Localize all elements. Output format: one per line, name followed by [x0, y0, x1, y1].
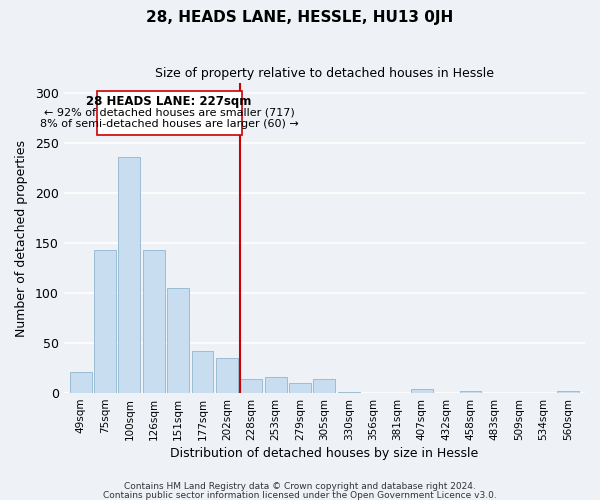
Bar [143, 250, 165, 393]
Bar [289, 383, 311, 393]
Bar [411, 389, 433, 393]
Text: 28, HEADS LANE, HESSLE, HU13 0JH: 28, HEADS LANE, HESSLE, HU13 0JH [146, 10, 454, 25]
Text: Contains HM Land Registry data © Crown copyright and database right 2024.: Contains HM Land Registry data © Crown c… [124, 482, 476, 491]
Bar [70, 372, 92, 393]
Y-axis label: Number of detached properties: Number of detached properties [15, 140, 28, 336]
Bar [265, 377, 287, 393]
Bar [240, 379, 262, 393]
Bar [191, 351, 214, 393]
Bar [557, 391, 579, 393]
Title: Size of property relative to detached houses in Hessle: Size of property relative to detached ho… [155, 68, 494, 80]
Bar [94, 250, 116, 393]
X-axis label: Distribution of detached houses by size in Hessle: Distribution of detached houses by size … [170, 447, 478, 460]
Bar [460, 391, 481, 393]
Text: ← 92% of detached houses are smaller (717): ← 92% of detached houses are smaller (71… [44, 107, 295, 117]
Text: 8% of semi-detached houses are larger (60) →: 8% of semi-detached houses are larger (6… [40, 119, 298, 129]
Text: 28 HEADS LANE: 227sqm: 28 HEADS LANE: 227sqm [86, 95, 252, 108]
Bar [167, 288, 189, 393]
Bar [313, 379, 335, 393]
Text: Contains public sector information licensed under the Open Government Licence v3: Contains public sector information licen… [103, 490, 497, 500]
Bar [216, 358, 238, 393]
Bar [338, 392, 359, 393]
Bar [118, 157, 140, 393]
FancyBboxPatch shape [97, 91, 242, 135]
